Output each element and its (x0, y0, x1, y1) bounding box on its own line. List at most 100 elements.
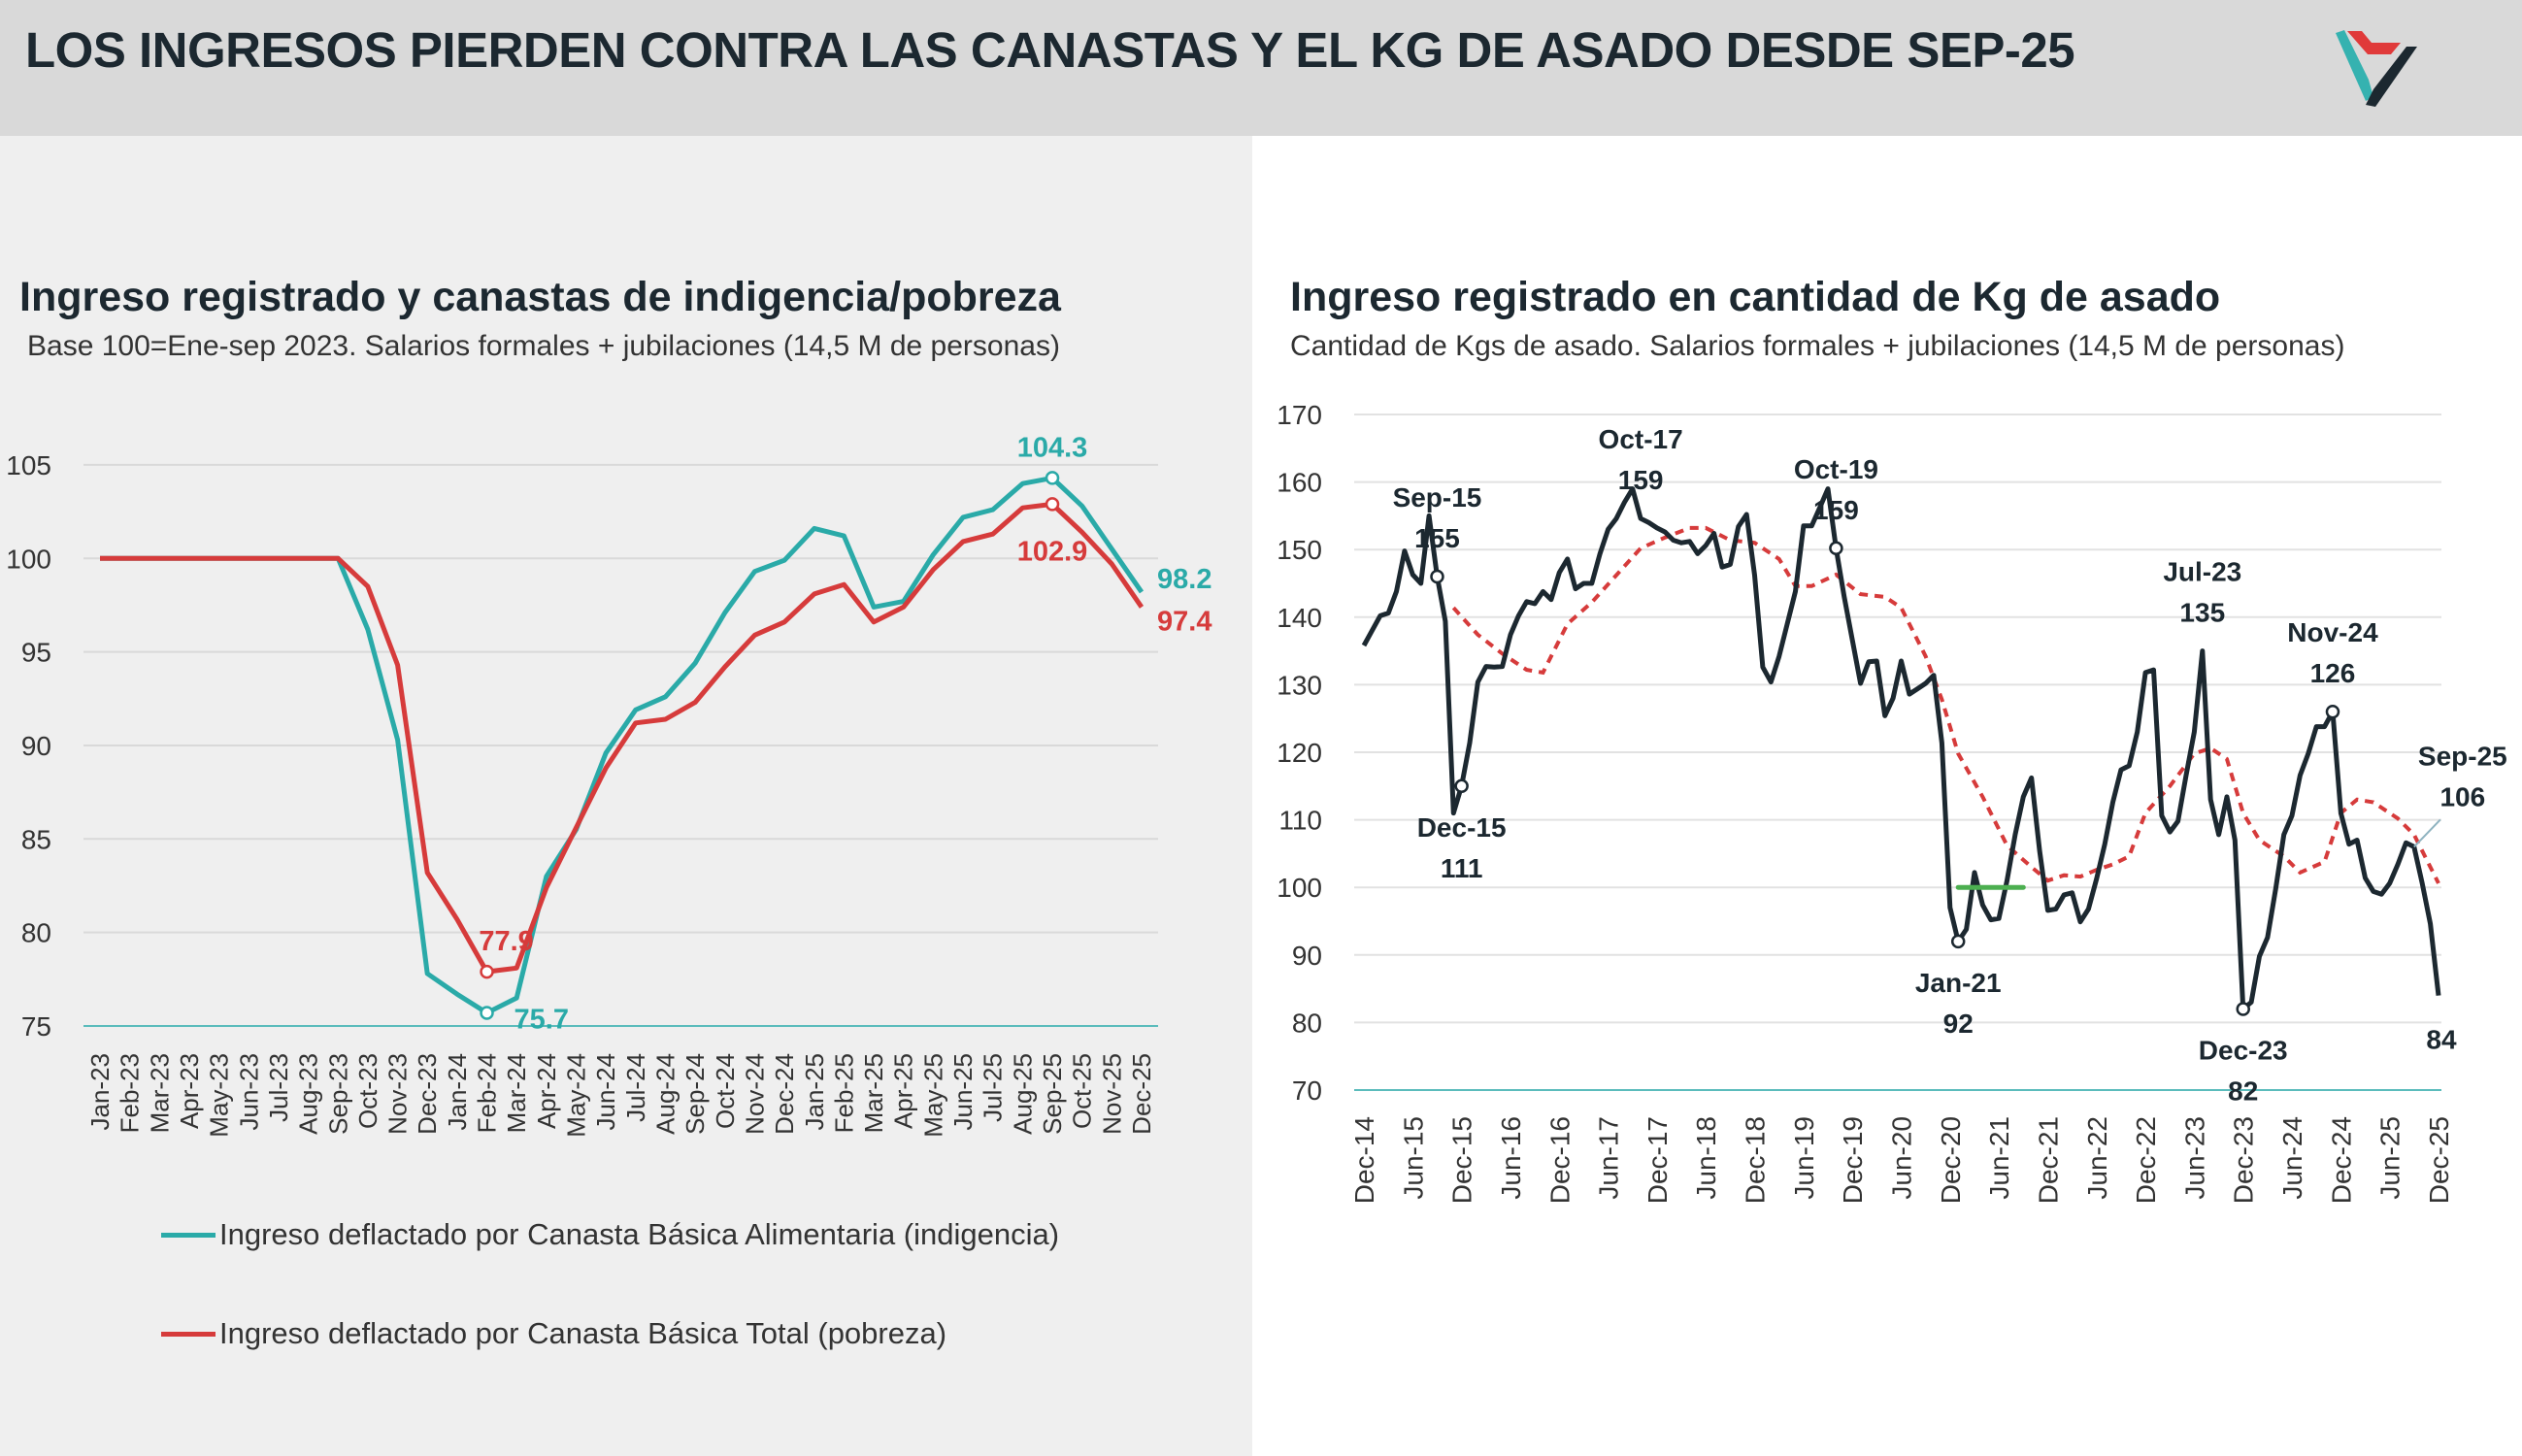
brand-logo-icon (2336, 30, 2417, 107)
x-tick-label: Nov-24 (740, 1053, 769, 1135)
annotation-date-label: Dec-15 (1417, 812, 1507, 843)
x-tick-label: Dec-18 (1741, 1116, 1771, 1204)
x-tick-label: Dec-25 (1127, 1053, 1156, 1135)
x-tick-label: Oct-25 (1068, 1053, 1097, 1129)
x-tick-label: Jun-15 (1398, 1116, 1428, 1200)
annotation-date-label: Jul-23 (2163, 557, 2241, 587)
annotation-date-label: Dec-23 (2199, 1035, 2288, 1065)
annotation-value-label: 159 (1813, 495, 1859, 525)
x-tick-label: Sep-23 (323, 1053, 352, 1135)
x-tick-label: Jun-18 (1691, 1116, 1721, 1200)
x-tick-label: Dec-21 (2033, 1116, 2063, 1204)
x-tick-label: Jul-23 (264, 1053, 293, 1122)
x-tick-label: Mar-24 (502, 1053, 531, 1133)
x-tick-label: Jan-24 (443, 1053, 472, 1131)
data-point-marker (1950, 934, 1966, 949)
annotation-value-label: 106 (2439, 781, 2485, 811)
annotation-leader-line (2413, 818, 2441, 848)
data-point-marker (1454, 778, 1469, 794)
x-tick-label: Dec-24 (770, 1053, 799, 1135)
x-tick-label: Oct-23 (353, 1053, 382, 1129)
x-tick-label: Dec-22 (2131, 1116, 2161, 1204)
x-tick-label: Jun-20 (1887, 1116, 1917, 1200)
y-tick-label: 100 (6, 544, 51, 574)
series-line-pobreza (100, 501, 1145, 975)
x-tick-label: Jun-19 (1789, 1116, 1819, 1200)
annotation-value-label: 159 (1618, 465, 1664, 495)
x-tick-label: Apr-23 (175, 1053, 204, 1129)
data-point-marker (480, 964, 494, 979)
y-tick-label: 85 (21, 824, 51, 854)
y-tick-label: 150 (1277, 535, 1322, 565)
data-label: 98.2 (1157, 564, 1211, 595)
x-tick-label: Jan-23 (85, 1053, 115, 1131)
right-chart-subtitle: Cantidad de Kgs de asado. Salarios forma… (1290, 330, 2345, 362)
data-point-marker (1045, 497, 1060, 512)
legend-label: Ingreso deflactado por Canasta Básica To… (219, 1316, 947, 1350)
data-label: 104.3 (1017, 432, 1088, 463)
y-tick-label: 105 (6, 450, 51, 480)
x-tick-label: Jun-16 (1496, 1116, 1526, 1200)
right-chart-title: Ingreso registrado en cantidad de Kg de … (1290, 274, 2221, 320)
x-tick-label: May-24 (562, 1053, 591, 1138)
legend-item-pobreza: Ingreso deflactado por Canasta Básica To… (161, 1316, 946, 1351)
x-tick-label: Dec-25 (2424, 1116, 2454, 1204)
x-tick-label: Jun-23 (2179, 1116, 2209, 1200)
annotation-value-label: 92 (1943, 1009, 1974, 1039)
x-tick-label: Jun-24 (591, 1053, 620, 1131)
moving-average-line (1451, 525, 2440, 884)
y-tick-label: 110 (1278, 806, 1322, 836)
x-tick-label: Dec-16 (1544, 1116, 1575, 1204)
legend-label: Ingreso deflactado por Canasta Básica Al… (219, 1217, 1060, 1251)
x-tick-label: Jul-25 (979, 1053, 1008, 1122)
x-tick-label: May-25 (918, 1053, 947, 1138)
left-line-chart: 75 80 85 90 95 100 105 Jan-23 Feb-23 Mar-23 Apr-23… (6, 432, 1211, 1138)
data-point-marker (1829, 541, 1843, 556)
legend-swatch-teal (161, 1232, 216, 1238)
y-tick-label: 95 (21, 638, 51, 668)
x-tick-label: Oct-24 (711, 1053, 740, 1129)
x-tick-label: Jun-25 (948, 1053, 978, 1131)
x-tick-label: Nov-23 (383, 1053, 413, 1135)
y-tick-label: 75 (21, 1011, 51, 1042)
x-tick-label: Jun-24 (2277, 1116, 2307, 1200)
data-point-marker (480, 1006, 494, 1020)
x-tick-label: Sep-25 (1038, 1053, 1067, 1135)
data-point-marker (1045, 471, 1060, 485)
x-tick-label: Jun-23 (234, 1053, 263, 1131)
x-tick-label: Mar-25 (859, 1053, 888, 1133)
x-tick-label: Feb-24 (473, 1053, 502, 1133)
y-tick-label: 90 (1292, 941, 1322, 971)
x-tick-label: Aug-24 (650, 1053, 680, 1135)
y-tick-label: 170 (1277, 400, 1322, 430)
y-tick-label: 140 (1277, 603, 1322, 633)
x-tick-label: Dec-23 (2229, 1116, 2259, 1204)
data-label: 102.9 (1017, 536, 1088, 567)
x-tick-label: Dec-19 (1838, 1116, 1868, 1204)
x-tick-label: Sep-24 (680, 1053, 710, 1135)
annotation-date-label: Oct-19 (1794, 454, 1878, 484)
y-tick-label: 160 (1277, 468, 1322, 498)
annotation-value-label: 155 (1414, 523, 1460, 553)
x-tick-label: Jun-25 (2375, 1116, 2406, 1200)
y-tick-label: 70 (1292, 1075, 1322, 1106)
x-tick-label: Jul-24 (621, 1053, 650, 1122)
x-tick-label: Jun-17 (1594, 1116, 1624, 1200)
data-point-marker (2236, 1002, 2250, 1016)
annotation-value-label: 84 (2426, 1025, 2457, 1055)
x-tick-label: Dec-15 (1447, 1116, 1477, 1204)
data-label: 75.7 (514, 1005, 569, 1036)
annotation-date-label: Nov-24 (2287, 617, 2378, 647)
x-tick-label: Feb-23 (116, 1053, 145, 1133)
x-tick-label: Jan-25 (800, 1053, 829, 1131)
x-tick-label: Nov-25 (1097, 1053, 1126, 1135)
asado-kg-line (1361, 486, 2441, 1011)
left-chart-title: Ingreso registrado y canastas de indigen… (19, 274, 1061, 320)
annotation-value-label: 135 (2179, 598, 2225, 628)
annotation-date-label: Jan-21 (1915, 968, 2002, 998)
annotation-value-label: 126 (2310, 658, 2356, 688)
annotation-date-label: Sep-15 (1393, 482, 1482, 513)
header-bar: LOS INGRESOS PIERDEN CONTRA LAS CANASTAS… (0, 0, 2522, 136)
x-tick-label: May-23 (205, 1053, 234, 1138)
legend-item-indigencia: Ingreso deflactado por Canasta Básica Al… (161, 1217, 1059, 1252)
